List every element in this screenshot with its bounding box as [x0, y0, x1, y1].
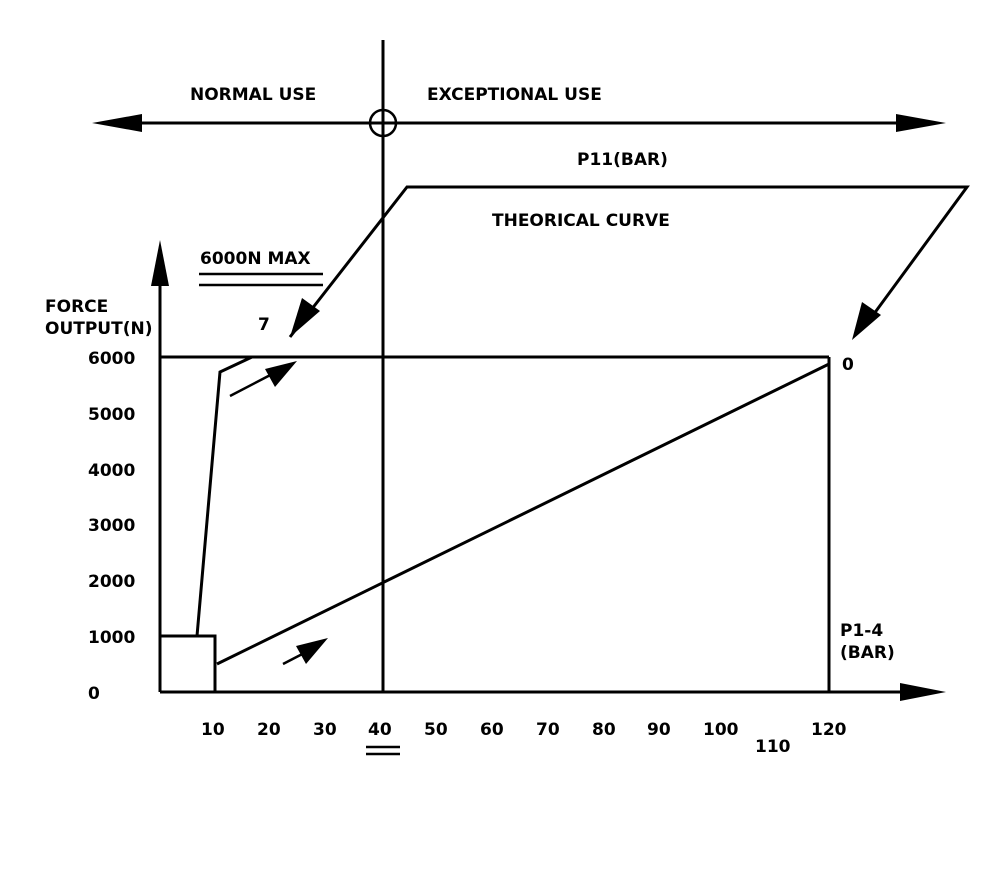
- x-axis-label-line1: P1-4: [840, 621, 883, 641]
- y-axis-label-line1: FORCE: [45, 297, 108, 317]
- x-tick-label: 60: [480, 720, 504, 740]
- y-axis-arrowhead-icon: [151, 240, 169, 286]
- x-tick-label: 70: [536, 720, 560, 740]
- low-range-box: [160, 634, 217, 692]
- max-force-label: 6000N MAX: [200, 249, 311, 269]
- p11-high-value: 0: [842, 355, 854, 375]
- p11-low-arrowhead-icon: [290, 298, 320, 337]
- y-tick-label: 1000: [88, 628, 135, 648]
- x-axis-label-line2: (BAR): [840, 643, 895, 663]
- upper-curve-arrowhead-icon: [265, 361, 297, 387]
- y-tick-label: 3000: [88, 516, 135, 536]
- y-axis-label-line2: OUTPUT(N): [45, 319, 152, 339]
- x-tick-label: 80: [592, 720, 616, 740]
- y-tick-label: 6000: [88, 349, 135, 369]
- x-tick-label: 20: [257, 720, 281, 740]
- x-tick-label: 10: [201, 720, 225, 740]
- y-tick-label: 5000: [88, 405, 135, 425]
- x-tick-label: 100: [703, 720, 739, 740]
- exceptional-use-label: EXCEPTIONAL USE: [427, 85, 602, 105]
- theorical-curve-label: THEORICAL CURVE: [492, 211, 670, 231]
- p11-scale-frame: [288, 185, 970, 338]
- x-tick-label: 90: [647, 720, 671, 740]
- lower-curve-arrowhead-icon: [296, 638, 328, 664]
- right-arrowhead-icon: [896, 114, 946, 132]
- normal-use-label: NORMAL USE: [190, 85, 316, 105]
- x-tick-label: 40: [368, 720, 392, 740]
- x-axis-arrowhead-icon: [900, 683, 946, 701]
- left-arrowhead-icon: [92, 114, 142, 132]
- theoretical-force-line: [216, 362, 830, 666]
- x-tick-label: 30: [313, 720, 337, 740]
- y-tick-label: 0: [88, 684, 100, 704]
- y-tick-label: 2000: [88, 572, 135, 592]
- y-tick-label: 4000: [88, 461, 135, 481]
- x-tick-label: 50: [424, 720, 448, 740]
- p11-high-arrowhead-icon: [852, 302, 881, 340]
- p11-bar-label: P11(BAR): [577, 150, 668, 170]
- x-tick-label: 120: [811, 720, 847, 740]
- x-tick-label: 110: [755, 737, 791, 757]
- steep-curve: [195, 355, 253, 637]
- p11-low-value: 7: [258, 315, 270, 335]
